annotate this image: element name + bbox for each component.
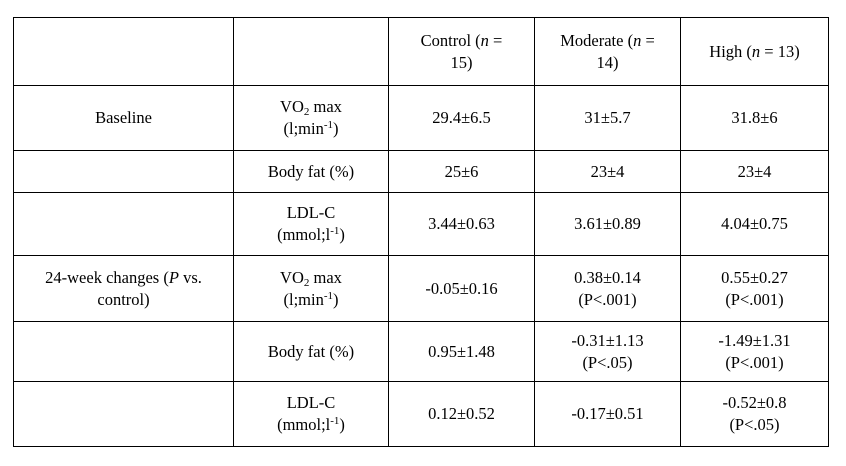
table-cell: 23±4 [680, 150, 829, 193]
empty-cell [13, 192, 234, 256]
table-row: LDL-C (mmol;l-1) 0.12±0.52 -0.17±0.51 -0… [13, 381, 829, 447]
table-cell: -0.52±0.8 (P<.05) [680, 381, 829, 447]
table-cell: 31.8±6 [680, 85, 829, 151]
changes-label: 24-week changes (P vs. control) [13, 255, 234, 322]
header-empty-1 [13, 17, 234, 86]
bodyfat-label: Body fat (%) [233, 321, 389, 382]
table-cell: 25±6 [388, 150, 535, 193]
ldl-label: LDL-C (mmol;l-1) [233, 192, 389, 256]
table-cell: -0.05±0.16 [388, 255, 535, 322]
table-cell: -1.49±1.31 (P<.001) [680, 321, 829, 382]
table-cell: 29.4±6.5 [388, 85, 535, 151]
empty-cell [13, 321, 234, 382]
table-cell: 31±5.7 [534, 85, 681, 151]
ldl-label: LDL-C (mmol;l-1) [233, 381, 389, 447]
table-cell: 4.04±0.75 [680, 192, 829, 256]
vo2-label: VO2 max (l;min-1) [233, 85, 389, 151]
header-empty-2 [233, 17, 389, 86]
table-cell: 23±4 [534, 150, 681, 193]
bodyfat-label: Body fat (%) [233, 150, 389, 193]
header-row: Control (n = 15) Moderate (n = 14) High … [13, 17, 829, 86]
empty-cell [13, 150, 234, 193]
table-cell: 0.95±1.48 [388, 321, 535, 382]
table-cell: 3.61±0.89 [534, 192, 681, 256]
baseline-label: Baseline [13, 85, 234, 151]
header-high: High (n = 13) [680, 17, 829, 86]
empty-cell [13, 381, 234, 447]
table-row: 24-week changes (P vs. control) VO2 max … [13, 255, 829, 322]
header-moderate: Moderate (n = 14) [534, 17, 681, 86]
table-row: Body fat (%) 25±6 23±4 23±4 [13, 150, 829, 193]
table-cell: 0.12±0.52 [388, 381, 535, 447]
table-cell: 0.55±0.27 (P<.001) [680, 255, 829, 322]
header-control: Control (n = 15) [388, 17, 535, 86]
table-row: Body fat (%) 0.95±1.48 -0.31±1.13 (P<.05… [13, 321, 829, 382]
results-table: Control (n = 15) Moderate (n = 14) High … [13, 17, 829, 447]
vo2-label: VO2 max (l;min-1) [233, 255, 389, 322]
table-cell: 3.44±0.63 [388, 192, 535, 256]
table-cell: -0.17±0.51 [534, 381, 681, 447]
table-row: Baseline VO2 max (l;min-1) 29.4±6.5 31±5… [13, 85, 829, 151]
table-row: LDL-C (mmol;l-1) 3.44±0.63 3.61±0.89 4.0… [13, 192, 829, 256]
table-cell: -0.31±1.13 (P<.05) [534, 321, 681, 382]
table-cell: 0.38±0.14 (P<.001) [534, 255, 681, 322]
